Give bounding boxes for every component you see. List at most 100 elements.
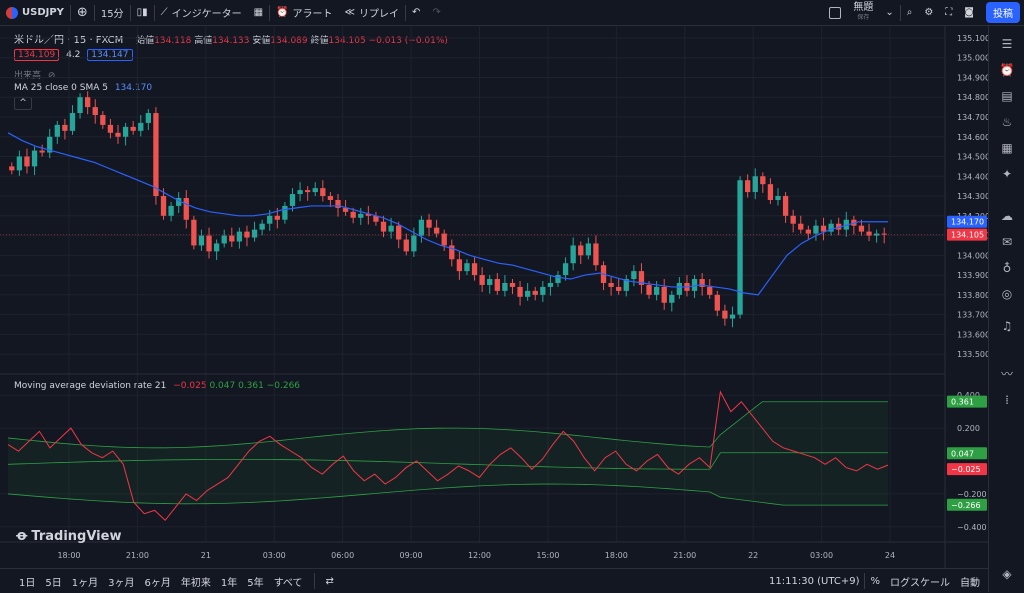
hotlist-fire-icon[interactable]: ♨ [1001, 115, 1013, 129]
candle-body [327, 196, 334, 200]
stream-icon[interactable]: ◎ [1001, 287, 1013, 301]
news-icon[interactable]: ▤ [1001, 89, 1013, 103]
templates-button[interactable]: ▦ [248, 0, 269, 26]
open-label: 始値 [136, 36, 155, 46]
trend-icon[interactable]: 〰 [1000, 367, 1013, 381]
replay-button[interactable]: ≪ リプレイ [338, 0, 404, 26]
alert-button[interactable]: ⏰ アラート [270, 0, 338, 26]
log-scale-toggle[interactable]: ログスケール [890, 577, 950, 589]
range-1m[interactable]: 1ヶ月 [71, 577, 99, 589]
layout-dropdown[interactable]: ⌄ [879, 0, 899, 26]
auto-scale-toggle[interactable]: 自動 [960, 577, 980, 589]
layout-name-button[interactable]: 無題 保存 [847, 0, 879, 26]
time-tick-label: 21:00 [673, 551, 696, 560]
symbol-search[interactable]: USDJPY [0, 0, 70, 26]
volume-label[interactable]: 出来高 [14, 71, 42, 81]
candle-body [866, 231, 872, 236]
candle-body [631, 271, 637, 280]
price-chart[interactable]: 135.100 135.000 134.900 134.800 134.700 134.6… [0, 26, 988, 568]
candle-body [92, 107, 98, 116]
band-upper-line [7, 401, 888, 449]
candle-body [9, 166, 15, 171]
osc-upper-tag: 0.361 [951, 398, 974, 407]
layers-icon[interactable]: ◈ [1002, 567, 1012, 581]
close-price-tag: 134.105 [951, 231, 984, 240]
dom-icon[interactable]: ⁞ [1005, 393, 1009, 407]
undo-button[interactable]: ↶ [406, 0, 426, 26]
calendar-icon[interactable]: ▦ [1001, 141, 1013, 155]
ma-line [7, 132, 888, 296]
candle-body [176, 198, 182, 206]
ma-label[interactable]: MA 25 close 0 SMA 5 [14, 83, 108, 93]
range-1y[interactable]: 1年 [220, 577, 238, 589]
range-3m[interactable]: 3ヶ月 [108, 577, 135, 589]
close-label: 終値 [310, 36, 329, 46]
candle-body [206, 235, 212, 252]
snapshot-button[interactable]: ◙ [958, 0, 980, 26]
range-5y[interactable]: 5年 [247, 577, 264, 589]
candle-body [411, 235, 417, 252]
range-all[interactable]: すべて [273, 577, 303, 589]
candle-body [236, 231, 243, 242]
search-button[interactable]: ⌕ [901, 0, 919, 26]
candle-body [213, 243, 220, 252]
candle-body [752, 176, 758, 193]
candle-body [358, 213, 364, 218]
layout-button[interactable] [823, 0, 847, 26]
candle-body [525, 290, 531, 297]
idea-icon[interactable]: ♁ [1002, 261, 1012, 275]
range-5d[interactable]: 5日 [45, 577, 62, 589]
candle-body [312, 188, 318, 193]
osc-lower-tag-bg [947, 498, 987, 511]
fullscreen-icon: ⛶ [945, 7, 953, 18]
interval-button[interactable]: 15分 [95, 0, 130, 26]
osc-upper-tag-bg [947, 395, 987, 408]
publish-button[interactable]: 投稿 [986, 2, 1020, 23]
range-1d[interactable]: 1日 [19, 577, 36, 589]
candle-body [289, 194, 296, 206]
low-label: 安値 [252, 36, 271, 46]
candle-body [282, 205, 288, 220]
indicators-button[interactable]: ⟋ インジケーター [155, 0, 248, 26]
candle-body [722, 310, 728, 319]
redo-button[interactable]: ↷ [426, 0, 446, 26]
osc-tick-label: −0.200 [957, 490, 987, 499]
chat-cloud-icon[interactable]: ☁ [1001, 209, 1013, 223]
chart-type-button[interactable]: ▯▮ [131, 0, 154, 26]
candle-body [782, 196, 789, 216]
candle-body [130, 126, 136, 131]
eye-hidden-icon[interactable]: ⊘ [47, 71, 56, 81]
fullscreen-button[interactable]: ⛶ [939, 0, 958, 26]
date-range-icon[interactable]: ⇄ [325, 575, 334, 587]
candle-body [798, 223, 804, 230]
alerts-clock-icon[interactable]: ⏰ [999, 63, 1015, 77]
notifications-bell-icon[interactable]: ♫ [1001, 319, 1013, 333]
watchlist-icon[interactable]: ☰ [1001, 37, 1013, 51]
chat-icon[interactable]: ✉ [1001, 235, 1013, 249]
candle-body [259, 223, 265, 230]
percent-toggle[interactable]: % [870, 575, 880, 587]
sell-price-button[interactable]: 134.109 [14, 49, 60, 61]
gear-icon: ⚙ [924, 7, 934, 18]
buy-price-button[interactable]: 134.147 [87, 49, 133, 61]
mad-value-1: −0.025 [173, 381, 207, 391]
ma-price-tag-bg [947, 215, 987, 228]
tradingview-watermark[interactable]: ꝋ TradingView [16, 528, 121, 544]
compare-button[interactable]: ⊕ [71, 0, 94, 26]
candle-body [449, 245, 455, 260]
range-ytd[interactable]: 年初来 [180, 577, 211, 589]
ideas-bulb-icon[interactable]: ✦ [1001, 167, 1013, 181]
tradingview-logo-icon: ꝋ [16, 528, 28, 544]
candle-body [555, 275, 561, 283]
candle-body [737, 180, 743, 315]
moving-average-layer [0, 132, 945, 296]
clock-time[interactable]: 11:11:30 (UTC+9) [769, 575, 860, 587]
divider [404, 4, 406, 21]
range-6m[interactable]: 6ヶ月 [144, 577, 171, 589]
price-tick-label: 134.600 [957, 133, 988, 142]
mad-label[interactable]: Moving average deviation rate 21 [14, 381, 167, 391]
settings-button[interactable]: ⚙ [918, 0, 939, 26]
candle-body [145, 113, 151, 123]
candle-body [77, 97, 83, 114]
low-value: 134.089 [270, 36, 308, 46]
